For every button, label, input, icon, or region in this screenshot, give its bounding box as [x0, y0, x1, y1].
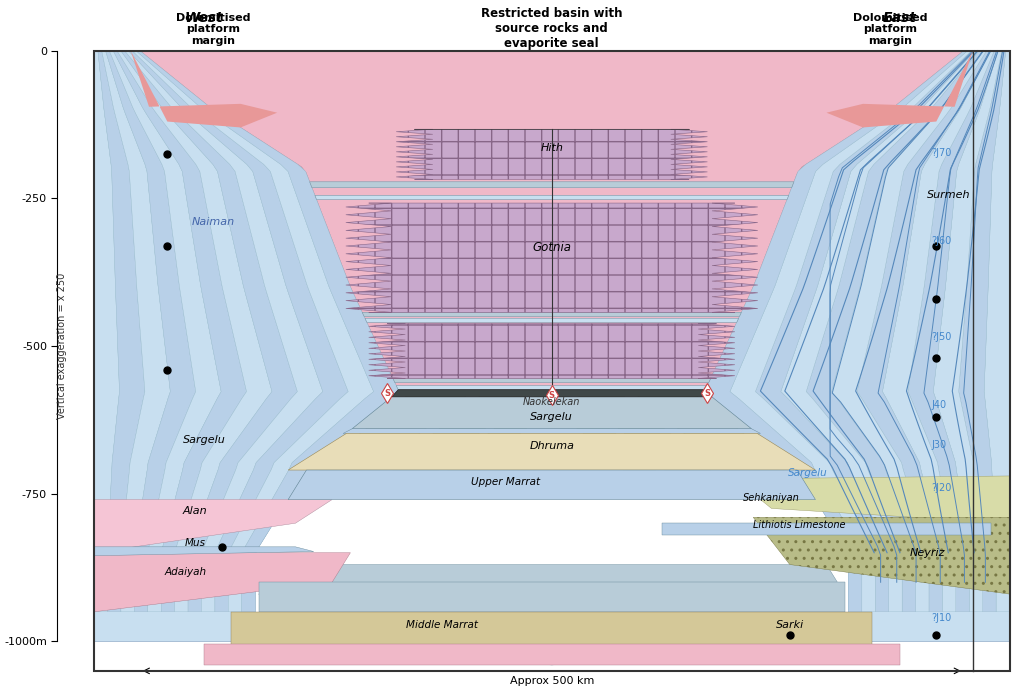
- Text: Upper Marrat: Upper Marrat: [472, 477, 541, 487]
- Polygon shape: [259, 564, 845, 665]
- Polygon shape: [573, 50, 877, 493]
- Text: J40: J40: [932, 400, 946, 410]
- Polygon shape: [315, 195, 788, 199]
- Polygon shape: [109, 50, 221, 612]
- Polygon shape: [94, 500, 332, 553]
- Polygon shape: [933, 50, 1002, 612]
- Polygon shape: [882, 50, 994, 612]
- Polygon shape: [288, 433, 815, 470]
- Text: West: West: [185, 11, 223, 26]
- Text: J30: J30: [932, 440, 946, 450]
- Polygon shape: [131, 50, 278, 128]
- Polygon shape: [154, 50, 471, 493]
- Polygon shape: [857, 50, 991, 612]
- Polygon shape: [533, 50, 821, 493]
- Polygon shape: [227, 50, 530, 493]
- Text: Naiman: Naiman: [192, 217, 234, 227]
- Polygon shape: [231, 612, 872, 647]
- Polygon shape: [117, 50, 272, 612]
- Polygon shape: [132, 50, 374, 612]
- Text: Surmeh: Surmeh: [927, 190, 971, 200]
- Polygon shape: [753, 518, 1009, 594]
- Text: ?J60: ?J60: [932, 237, 952, 246]
- Polygon shape: [94, 50, 397, 641]
- Text: Hith: Hith: [541, 143, 563, 153]
- Polygon shape: [94, 50, 1009, 671]
- Text: Dolomitised
platform
margin: Dolomitised platform margin: [853, 13, 928, 46]
- Text: Sargelu: Sargelu: [183, 435, 225, 446]
- Polygon shape: [259, 582, 845, 612]
- Text: ?J20: ?J20: [932, 483, 953, 493]
- Polygon shape: [633, 50, 950, 493]
- Text: Sarki: Sarki: [776, 620, 804, 631]
- Polygon shape: [393, 379, 711, 383]
- Polygon shape: [755, 50, 975, 612]
- Text: Naokelekan: Naokelekan: [523, 397, 580, 407]
- Text: Sargelu: Sargelu: [788, 468, 828, 478]
- Polygon shape: [343, 428, 761, 433]
- Text: ?J10: ?J10: [932, 613, 952, 622]
- Polygon shape: [288, 470, 815, 500]
- Polygon shape: [707, 50, 1009, 641]
- Text: Adaiyah: Adaiyah: [164, 567, 206, 578]
- Polygon shape: [705, 50, 968, 612]
- Polygon shape: [94, 553, 351, 612]
- Polygon shape: [365, 318, 739, 322]
- Polygon shape: [832, 50, 987, 612]
- Polygon shape: [140, 50, 964, 393]
- Polygon shape: [396, 386, 707, 390]
- Polygon shape: [781, 50, 979, 612]
- Polygon shape: [136, 50, 399, 612]
- Text: Lithiotis Limestone: Lithiotis Limestone: [752, 520, 845, 530]
- Text: Gotnia: Gotnia: [533, 241, 572, 255]
- Polygon shape: [985, 50, 1009, 612]
- Text: Neyriz: Neyriz: [909, 548, 945, 558]
- Polygon shape: [346, 203, 757, 313]
- Text: ?J70: ?J70: [932, 148, 953, 158]
- Text: Restricted basin with
source rocks and
evaporite seal: Restricted basin with source rocks and e…: [481, 7, 622, 50]
- Polygon shape: [94, 547, 314, 555]
- Polygon shape: [806, 50, 982, 612]
- Polygon shape: [735, 476, 1009, 523]
- Polygon shape: [310, 181, 794, 188]
- Polygon shape: [128, 50, 348, 612]
- Polygon shape: [392, 390, 712, 397]
- Polygon shape: [908, 50, 998, 612]
- Text: Sehkaniyan: Sehkaniyan: [743, 493, 800, 503]
- Polygon shape: [114, 50, 247, 612]
- Text: Alan: Alan: [183, 506, 207, 516]
- Text: Approx 500 km: Approx 500 km: [510, 676, 594, 686]
- Polygon shape: [730, 50, 971, 612]
- Polygon shape: [352, 397, 751, 428]
- Polygon shape: [125, 50, 323, 612]
- Polygon shape: [121, 50, 297, 612]
- Polygon shape: [368, 324, 735, 379]
- Polygon shape: [98, 50, 144, 612]
- Text: Vertical exaggeration = x 250: Vertical exaggeration = x 250: [57, 273, 67, 419]
- Polygon shape: [396, 129, 707, 179]
- Text: S: S: [384, 388, 390, 397]
- Polygon shape: [959, 50, 1006, 612]
- Polygon shape: [662, 523, 991, 535]
- Polygon shape: [105, 50, 196, 612]
- Polygon shape: [94, 50, 120, 612]
- Polygon shape: [827, 50, 973, 128]
- Text: Sargelu: Sargelu: [530, 412, 573, 422]
- Polygon shape: [102, 50, 170, 612]
- Text: S: S: [705, 388, 710, 397]
- Text: Dhruma: Dhruma: [529, 442, 574, 451]
- Text: Middle Marrat: Middle Marrat: [406, 620, 478, 631]
- Text: ?J50: ?J50: [932, 332, 953, 342]
- Text: S: S: [549, 391, 555, 400]
- Polygon shape: [204, 644, 900, 665]
- Text: Dolomitised
platform
margin: Dolomitised platform margin: [175, 13, 251, 46]
- Text: East: East: [882, 11, 916, 26]
- Polygon shape: [140, 50, 964, 393]
- Polygon shape: [362, 313, 741, 317]
- Polygon shape: [282, 50, 572, 493]
- Text: Mus: Mus: [185, 538, 205, 548]
